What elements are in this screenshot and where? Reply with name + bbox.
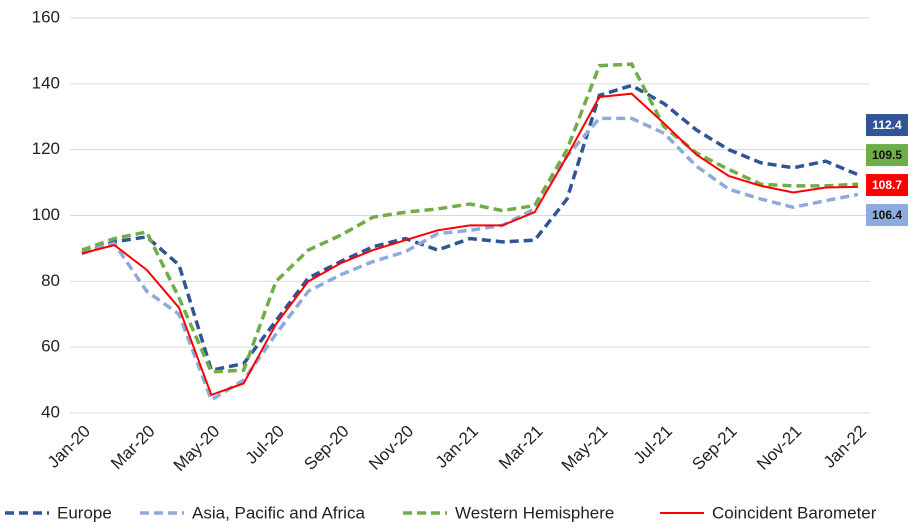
end-label-box: [866, 204, 908, 227]
x-tick-label: May-20: [170, 422, 224, 476]
series-line: [81, 62, 859, 374]
end-label-box: [866, 174, 908, 197]
end-label-box: [866, 114, 908, 137]
y-tick-label: 120: [32, 139, 60, 158]
series-line: [81, 83, 859, 373]
x-tick-label: Nov-20: [365, 422, 417, 474]
x-tick-label: Mar-21: [495, 422, 547, 474]
x-tick-label: May-21: [558, 422, 612, 476]
y-tick-label: 100: [32, 205, 60, 224]
end-label: 112.4: [872, 118, 902, 132]
legend-label: Asia, Pacific and Africa: [192, 503, 365, 522]
y-tick-label: 160: [32, 7, 60, 26]
end-label: 108.7: [872, 178, 902, 192]
x-tick-label: Jan-21: [432, 422, 482, 472]
legend-label: Coincident Barometer: [712, 503, 877, 522]
x-tick-label: Sep-20: [300, 422, 352, 474]
end-label: 106.4: [872, 208, 902, 222]
end-label-box: [866, 144, 908, 167]
legend-label: Europe: [57, 503, 112, 522]
x-tick-label: Jul-21: [630, 422, 676, 468]
y-tick-label: 140: [32, 73, 60, 92]
x-tick-label: Mar-20: [107, 422, 159, 474]
legend-label: Western Hemisphere: [455, 503, 614, 522]
y-tick-label: 40: [41, 402, 60, 421]
y-tick-label: 60: [41, 337, 60, 356]
x-tick-label: Nov-21: [753, 422, 805, 474]
y-tick-label: 80: [41, 271, 60, 290]
x-tick-label: Sep-21: [688, 422, 740, 474]
x-tick-label: Jan-20: [44, 422, 94, 472]
x-tick-label: Jul-20: [242, 422, 288, 468]
end-label: 109.5: [872, 148, 902, 162]
series-line: [81, 92, 859, 397]
x-tick-label: Jan-22: [820, 422, 870, 472]
